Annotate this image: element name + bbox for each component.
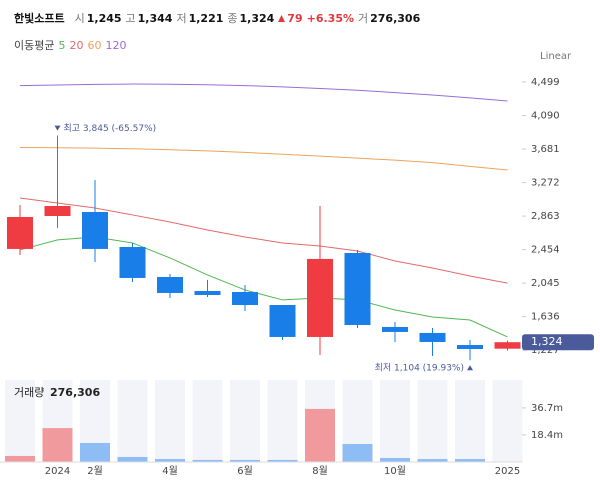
scale-label: Linear bbox=[540, 51, 572, 62]
x-tick-label: 4월 bbox=[162, 465, 178, 477]
candle-body bbox=[344, 252, 371, 326]
y-tick-label: 2,454 bbox=[531, 245, 560, 256]
volume-bar bbox=[117, 456, 148, 462]
header: 한빛소프트 시 1,245 고 1,344 저 1,221 종 1,324 79 +6.35% 거 27… bbox=[14, 10, 424, 26]
y-tick-label: 1,227 bbox=[531, 345, 560, 356]
x-tick-label: 10월 bbox=[384, 465, 406, 477]
marker bbox=[467, 365, 473, 371]
field-value: 1,324 bbox=[239, 12, 275, 25]
y-tick-label: 1,636 bbox=[531, 312, 560, 323]
x-tick-label: 2월 bbox=[87, 465, 103, 477]
legend-entry: 120 bbox=[105, 39, 127, 52]
x-tick-label: 2024 bbox=[45, 466, 70, 477]
legend-entry: 20 bbox=[69, 39, 84, 52]
up-arrow bbox=[278, 15, 286, 22]
ma-line bbox=[19, 197, 508, 284]
field-value: 1,221 bbox=[188, 12, 224, 25]
field-label: 시 bbox=[74, 12, 85, 25]
y-tick-label: 36.7m bbox=[531, 403, 563, 414]
candle-body bbox=[119, 246, 146, 278]
volume-bg bbox=[380, 380, 410, 462]
volume-bg bbox=[5, 380, 35, 462]
annotation: 최고 3,845 (-65.57%) bbox=[64, 123, 157, 134]
field-label: 고 bbox=[125, 12, 136, 25]
y-tick-label: 4,090 bbox=[531, 111, 560, 122]
volume-bar bbox=[5, 455, 35, 462]
field-value: 1,245 bbox=[86, 12, 122, 25]
volume-bar bbox=[80, 442, 110, 462]
price-tag-label: 1,324 bbox=[531, 335, 563, 348]
field-value: 1,344 bbox=[137, 12, 173, 25]
x-tick-label: 2025 bbox=[495, 466, 520, 477]
volume-bar bbox=[342, 444, 373, 462]
candle-body bbox=[307, 258, 333, 337]
y-tick-label: 3,272 bbox=[531, 178, 560, 189]
field-label: 거 bbox=[358, 12, 369, 25]
ma-line bbox=[19, 83, 508, 102]
volume-bg bbox=[267, 380, 298, 462]
volume-bar bbox=[155, 459, 185, 462]
candle-body bbox=[157, 276, 183, 293]
candle-body bbox=[457, 345, 483, 350]
candle-body bbox=[269, 305, 296, 337]
y-tick-label: 3,681 bbox=[531, 144, 560, 155]
candle-body bbox=[232, 291, 258, 306]
ma-legend: 이동평균 5 20 60 120 bbox=[14, 37, 130, 53]
legend-entry: 5 bbox=[58, 39, 66, 52]
x-tick-label: 6월 bbox=[237, 465, 253, 477]
ma-label: 이동평균 bbox=[14, 39, 55, 52]
volume-bg bbox=[455, 380, 485, 462]
volume-bg bbox=[155, 380, 185, 462]
marker bbox=[54, 125, 61, 131]
change: 79 bbox=[287, 12, 303, 25]
volume-bg bbox=[192, 380, 223, 462]
volume-bg bbox=[117, 380, 148, 462]
field-value: 276,306 bbox=[370, 12, 421, 25]
volume-bar bbox=[380, 458, 410, 462]
volume-current: 276,306 bbox=[50, 386, 100, 399]
volume-bg bbox=[230, 380, 260, 462]
field-label: 종 bbox=[227, 12, 238, 25]
ma-line bbox=[19, 236, 508, 338]
price-tag bbox=[522, 334, 594, 351]
volume-bg bbox=[417, 380, 448, 462]
candle-body bbox=[44, 206, 71, 216]
stock-name: 한빛소프트 bbox=[14, 12, 65, 25]
field-label: 저 bbox=[176, 12, 187, 25]
legend-entry: 60 bbox=[87, 39, 102, 52]
y-tick-label: 18.4m bbox=[531, 430, 563, 441]
volume-bar bbox=[305, 408, 335, 462]
y-tick-label: 2,863 bbox=[531, 211, 560, 222]
y-tick-label: 2,045 bbox=[531, 278, 560, 289]
candle-body bbox=[7, 216, 33, 249]
volume-label: 거래량 bbox=[14, 386, 44, 399]
volume-bar bbox=[267, 459, 298, 462]
annotation: 최저 1,104 (19.93%) bbox=[375, 363, 464, 374]
volume-bar bbox=[192, 459, 223, 462]
volume-bg bbox=[492, 380, 523, 462]
candle-body bbox=[382, 326, 408, 332]
candle-body bbox=[419, 332, 446, 342]
volume-bar bbox=[230, 459, 260, 462]
volume-bar bbox=[42, 428, 73, 462]
y-tick-label: 4,499 bbox=[531, 77, 560, 88]
candle-body bbox=[194, 290, 221, 296]
x-tick-label: 8월 bbox=[312, 465, 328, 477]
volume-bar bbox=[417, 459, 448, 462]
candle-body bbox=[82, 211, 108, 249]
ma-line bbox=[19, 146, 508, 171]
volume-bar bbox=[455, 459, 485, 462]
change-pct: +6.35% bbox=[306, 12, 354, 25]
candle-body bbox=[494, 342, 521, 349]
